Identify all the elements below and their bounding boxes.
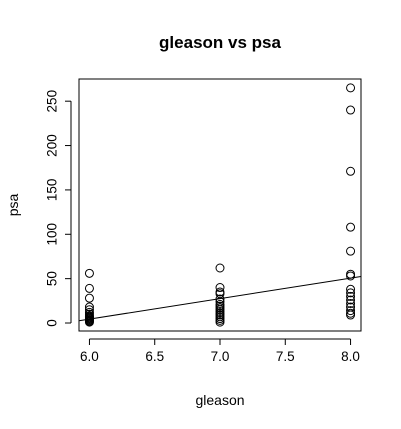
data-point xyxy=(346,291,356,301)
data-point xyxy=(346,271,356,281)
x-tick-label: 7.5 xyxy=(276,349,295,364)
regression-line-layer xyxy=(78,275,362,322)
x-tick-label: 7.0 xyxy=(211,349,230,364)
x-axis-label: gleason xyxy=(195,392,244,408)
y-tick-label: 50 xyxy=(45,271,60,286)
data-point xyxy=(346,298,356,308)
y-axis: 0 50 100 150 200 250 xyxy=(45,90,72,327)
data-points xyxy=(84,83,356,327)
plot-frame xyxy=(78,78,362,332)
x-tick-label: 8.0 xyxy=(341,349,360,364)
y-tick-label: 100 xyxy=(45,223,60,246)
data-point xyxy=(84,283,94,293)
data-point xyxy=(346,105,356,115)
x-tick-label: 6.0 xyxy=(80,349,99,364)
x-axis: 6.0 6.5 7.0 7.5 8.0 xyxy=(80,338,360,364)
data-point xyxy=(84,293,94,303)
data-point xyxy=(84,302,94,312)
data-point xyxy=(84,317,94,327)
y-tick-label: 150 xyxy=(45,179,60,202)
data-point xyxy=(346,284,356,294)
data-point xyxy=(215,294,225,304)
data-point xyxy=(215,317,225,327)
data-point xyxy=(215,263,225,273)
regression-line xyxy=(78,275,362,322)
data-point xyxy=(84,268,94,278)
data-point xyxy=(215,283,225,293)
y-tick-label: 0 xyxy=(45,319,60,327)
data-point xyxy=(346,269,356,279)
data-point xyxy=(346,310,356,320)
y-tick-label: 250 xyxy=(45,90,60,113)
data-point xyxy=(346,288,356,298)
data-point xyxy=(346,246,356,256)
data-point xyxy=(346,166,356,176)
chart-title: gleason vs psa xyxy=(159,33,281,52)
data-point xyxy=(346,83,356,93)
y-axis-label: psa xyxy=(5,194,21,217)
data-point xyxy=(346,295,356,305)
x-tick-label: 6.5 xyxy=(145,349,164,364)
data-point xyxy=(346,306,356,316)
data-point xyxy=(346,222,356,232)
y-tick-label: 200 xyxy=(45,134,60,157)
